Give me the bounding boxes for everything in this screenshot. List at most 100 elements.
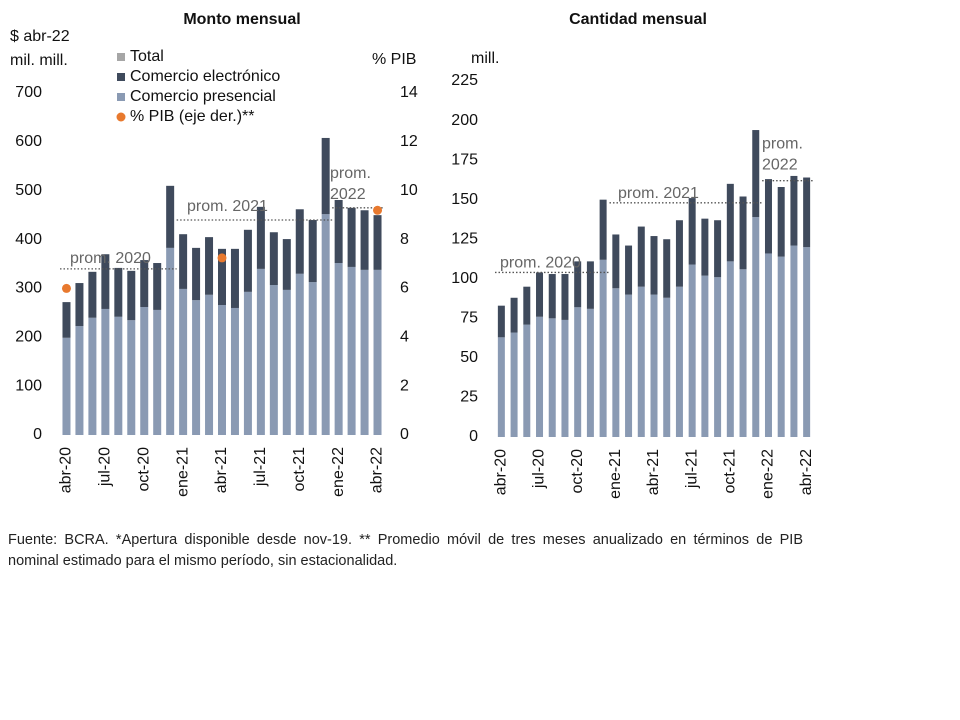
- bar-segment: [599, 259, 607, 437]
- bar-segment: [205, 294, 214, 435]
- bar-segment: [230, 307, 239, 435]
- bar-segment: [790, 175, 798, 246]
- bar-segment: [663, 297, 671, 437]
- bar-segment: [192, 300, 201, 435]
- bar-segment: [536, 316, 544, 437]
- bar-segment: [752, 217, 760, 437]
- bar-segment: [230, 248, 239, 308]
- bar-segment: [218, 305, 226, 435]
- bar-segment: [88, 317, 97, 435]
- legend-marker: [117, 73, 125, 81]
- bar-segment: [205, 237, 214, 295]
- y2-tick-label: 0: [400, 426, 409, 443]
- y-tick-label: 225: [451, 72, 478, 89]
- y2-tick-label: 12: [400, 133, 418, 150]
- bar-segment: [586, 308, 594, 437]
- bar-segment: [166, 247, 175, 435]
- y2-axis-label: % PIB: [372, 51, 416, 68]
- bar-segment: [790, 245, 798, 437]
- bar-segment: [101, 308, 110, 435]
- bar-segment: [179, 234, 188, 289]
- bar-segment: [777, 256, 785, 437]
- bar-segment: [637, 226, 645, 287]
- bar-segment: [764, 253, 772, 437]
- pib-point: [61, 283, 71, 293]
- x-tick-label: oct-20: [569, 449, 586, 494]
- bar-segment: [88, 271, 97, 318]
- bar-segment: [586, 261, 594, 309]
- bar-segment: [166, 185, 175, 248]
- bar-segment: [334, 199, 343, 264]
- x-tick-label: ene-22: [330, 447, 347, 497]
- bar-segment: [803, 177, 811, 248]
- bar-segment: [497, 305, 505, 338]
- bar-segment: [675, 286, 683, 437]
- y-tick-label: 0: [469, 428, 478, 445]
- bar-segment: [192, 247, 201, 301]
- bar-segment: [256, 268, 265, 435]
- y-tick-label: 25: [460, 389, 478, 406]
- bar-segment: [295, 273, 304, 435]
- bar-segment: [663, 239, 671, 298]
- bar-segment: [510, 332, 518, 437]
- x-tick-label: jul-21: [252, 447, 269, 487]
- bar-segment: [114, 316, 123, 435]
- y2-tick-label: 4: [400, 329, 409, 346]
- bar-segment: [308, 282, 317, 435]
- bar-segment: [140, 260, 149, 307]
- bar-segment: [714, 220, 722, 278]
- y-tick-label: 400: [15, 231, 42, 248]
- bar-segment: [62, 337, 71, 435]
- bar-segment: [153, 309, 162, 435]
- legend-label: Total: [130, 48, 164, 65]
- x-tick-label: jul-21: [683, 449, 700, 489]
- bar-segment: [127, 270, 136, 321]
- bar-segment: [153, 263, 162, 310]
- bar-segment: [321, 137, 330, 215]
- y2-tick-label: 8: [400, 231, 409, 248]
- bar-segment: [714, 277, 722, 437]
- pib-point: [217, 253, 227, 263]
- bar-segment: [574, 307, 582, 437]
- bar-segment: [726, 183, 734, 262]
- bar-segment: [347, 266, 356, 435]
- y-tick-label: 175: [451, 151, 478, 168]
- average-label: prom. 2022: [762, 136, 803, 174]
- bar-segment: [701, 218, 709, 276]
- y-tick-label: 300: [15, 280, 42, 297]
- x-tick-label: abr-20: [493, 449, 510, 495]
- bar-segment: [764, 179, 772, 254]
- y-axis-label: $ abr-22: [10, 28, 70, 45]
- bar-segment: [179, 288, 188, 435]
- bar-segment: [256, 206, 265, 269]
- legend-label: Comercio electrónico: [130, 68, 280, 85]
- bar-segment: [637, 286, 645, 437]
- y-tick-label: 200: [451, 112, 478, 129]
- bar-segment: [269, 232, 278, 286]
- bar-segment: [269, 285, 278, 435]
- x-tick-label: abr-21: [213, 447, 230, 493]
- footnote: Fuente: BCRA. *Apertura disponible desde…: [8, 532, 803, 569]
- bar-segment: [650, 294, 658, 437]
- bar-segment: [360, 269, 369, 435]
- y2-tick-label: 10: [400, 182, 418, 199]
- bar-segment: [360, 210, 369, 270]
- y2-tick-label: 14: [400, 84, 418, 101]
- bar-segment: [497, 337, 505, 437]
- bar-segment: [701, 275, 709, 437]
- bar-segment: [308, 220, 317, 283]
- x-tick-label: oct-21: [722, 449, 739, 494]
- bar-segment: [510, 297, 518, 333]
- x-tick-label: abr-20: [58, 447, 75, 493]
- bar-segment: [536, 272, 544, 317]
- y-tick-label: 100: [15, 377, 42, 394]
- bar-segment: [726, 261, 734, 437]
- bar-segment: [688, 198, 696, 265]
- bar-segment: [347, 207, 356, 267]
- bar-segment: [321, 214, 330, 435]
- average-label: prom. 2020: [70, 250, 151, 267]
- x-tick-label: oct-21: [291, 447, 308, 492]
- y-tick-label: 200: [15, 329, 42, 346]
- x-tick-label: ene-21: [607, 449, 624, 499]
